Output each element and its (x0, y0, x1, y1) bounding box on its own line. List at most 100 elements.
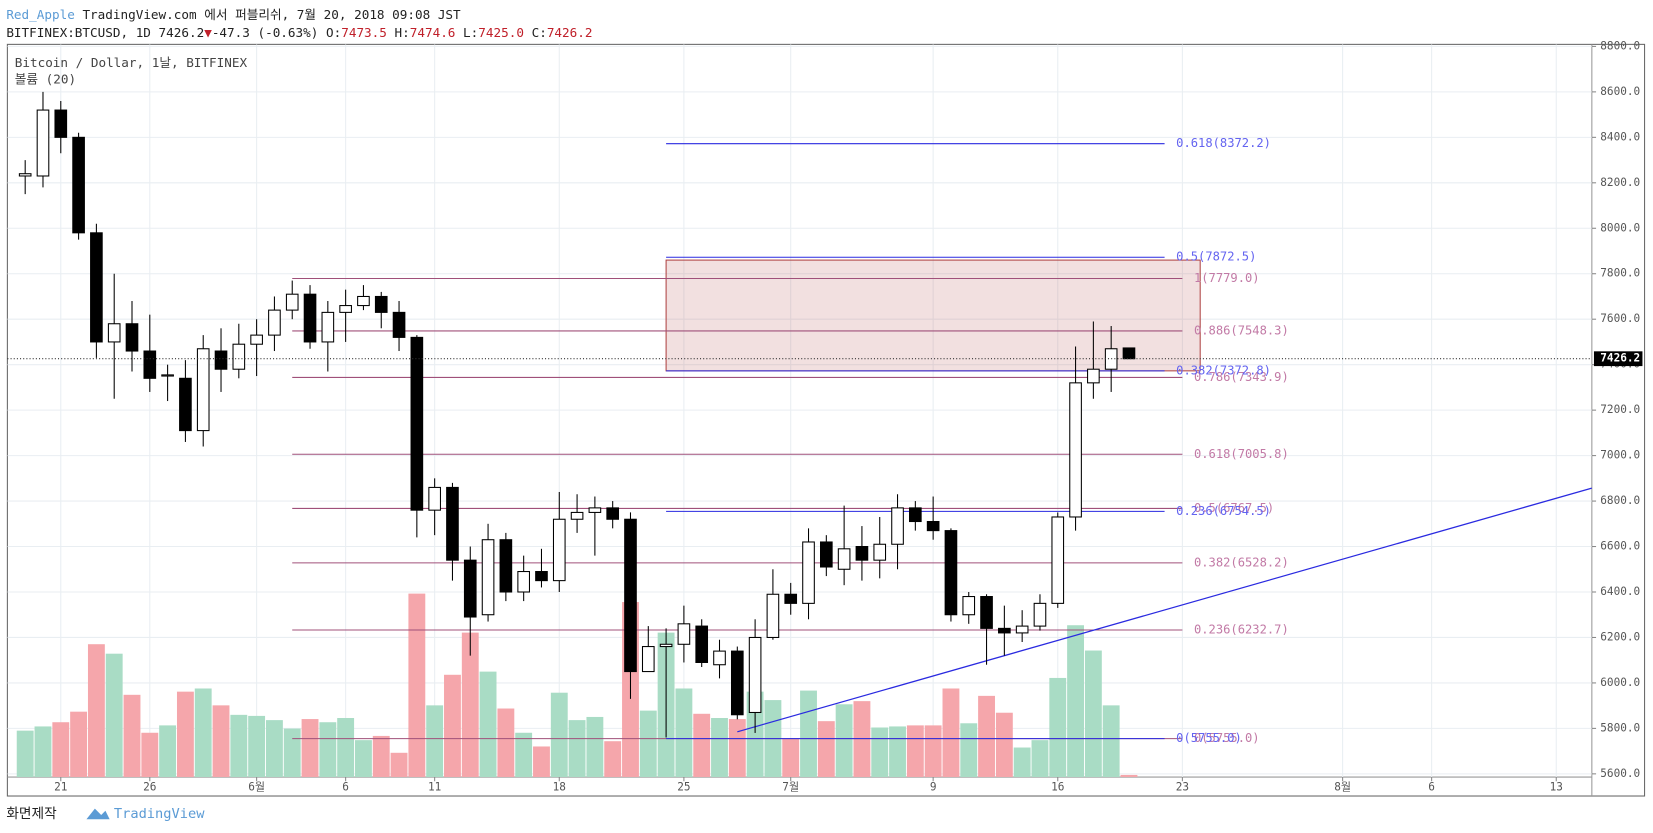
volume-bar (817, 721, 835, 778)
x-tick-label: 11 (428, 781, 441, 794)
x-tick-label: 26 (143, 781, 156, 794)
candle-body (463, 559, 477, 618)
volume-bar (176, 691, 194, 778)
volume-bar (728, 719, 746, 778)
volume-bar (693, 713, 711, 778)
y-tick-label: 6400.0 (1600, 585, 1640, 598)
volume-bar (995, 712, 1013, 778)
x-tick-label: 16 (1051, 781, 1064, 794)
candle-body (891, 507, 904, 545)
volume-bar (194, 688, 212, 778)
y-tick-label: 6200.0 (1600, 630, 1640, 643)
candle-body (1087, 368, 1100, 384)
legend-symbol: Bitcoin / Dollar, 1날, BITFINEX (15, 55, 248, 70)
candle-body (944, 530, 958, 616)
x-tick-label: 9 (930, 781, 937, 794)
logo (86, 808, 110, 820)
trend-line (737, 487, 1592, 733)
candle-body (36, 109, 50, 177)
volume-bar (479, 671, 497, 778)
fib-label: 0.618(8372.2) (1176, 136, 1271, 150)
candle-body (196, 348, 210, 432)
volume-bar (1049, 677, 1067, 778)
volume-bar (337, 718, 355, 778)
fib-label: 0.382(6528.2) (1194, 555, 1289, 569)
volume-bar (1031, 740, 1049, 778)
chart-frame (6, 43, 1646, 797)
volume-bar (159, 725, 177, 778)
candle-body (161, 374, 174, 377)
last-price-box (1593, 351, 1643, 367)
fib-label: 0.382(7372.8) (1176, 363, 1271, 377)
candle-body (926, 520, 940, 532)
ohlc-label: H: (395, 24, 410, 39)
volume-bar (34, 726, 52, 778)
ohlc-label: O: (326, 24, 341, 39)
y-tick-label: 7600.0 (1600, 312, 1640, 325)
candle-body (802, 541, 815, 604)
x-tick-label: 6월 (248, 781, 265, 794)
volume-bar (212, 705, 230, 778)
fib-label: 0.5(6767.5) (1194, 501, 1274, 515)
volume-bar (390, 752, 408, 778)
y-tick-label: 6800.0 (1600, 494, 1640, 507)
fib-label: 0.5(7872.5) (1176, 250, 1256, 264)
y-tick-label: 8800.0 (1600, 39, 1640, 52)
candle-body (250, 334, 263, 345)
fib-label: 0.886(7548.3) (1194, 323, 1289, 337)
ohlc-value: 7425.0 (478, 24, 524, 39)
volume-bar (355, 740, 372, 778)
volume-bar (497, 708, 515, 778)
x-tick-label: 21 (54, 781, 67, 794)
candle-body (179, 377, 192, 432)
volume-bar (319, 722, 337, 778)
volume-bar (568, 720, 586, 778)
volume-bar (444, 674, 461, 778)
ohlc-value: 7473.5 (341, 24, 387, 39)
published: TradingView.com 에서 퍼블리쉬, 7월 20, 2018 09:… (82, 6, 461, 21)
candle-body (321, 311, 335, 343)
candle-body (837, 548, 851, 570)
volume-bar (1120, 774, 1138, 778)
volume-bar (978, 695, 995, 778)
volume-bar (924, 725, 942, 778)
volume-bar (835, 704, 853, 778)
y-tick-label: 8000.0 (1600, 221, 1640, 234)
volume-bar (906, 725, 924, 778)
fib-label: 0.786(7343.9) (1194, 370, 1289, 384)
candle-body (766, 593, 780, 638)
candle-body (1069, 382, 1082, 518)
x-tick-label: 13 (1550, 781, 1563, 794)
candle-body (1015, 625, 1029, 634)
ohlc-value: 7426.2 (547, 24, 593, 39)
candle-body (570, 511, 584, 520)
volume-bar (889, 726, 906, 778)
candle-body (1033, 602, 1047, 627)
candle-body (641, 646, 655, 673)
volume-bar (301, 719, 319, 778)
candle-body (730, 650, 744, 716)
x-tick-label: 7월 (782, 781, 799, 794)
candle-body (552, 518, 566, 582)
candle-body (339, 305, 352, 313)
volume-bar (1067, 625, 1084, 778)
fib-label: 0.236(6232.7) (1194, 623, 1289, 637)
candle-body (909, 507, 922, 523)
volume-bar (461, 632, 479, 778)
volume-bar (604, 741, 622, 778)
candle-body (499, 539, 513, 593)
x-tick-label: 25 (677, 781, 690, 794)
candle-body (107, 323, 121, 343)
volume-bar (70, 711, 88, 778)
volume-bar (230, 714, 248, 778)
candle-body (214, 350, 228, 370)
x-tick-label: 6 (1428, 781, 1435, 794)
y-tick-label: 6600.0 (1600, 540, 1640, 553)
candle-body (962, 596, 976, 616)
last-price-label: 7426.2 (1600, 352, 1640, 365)
candle-body (855, 546, 869, 561)
volume-bar (711, 718, 728, 778)
